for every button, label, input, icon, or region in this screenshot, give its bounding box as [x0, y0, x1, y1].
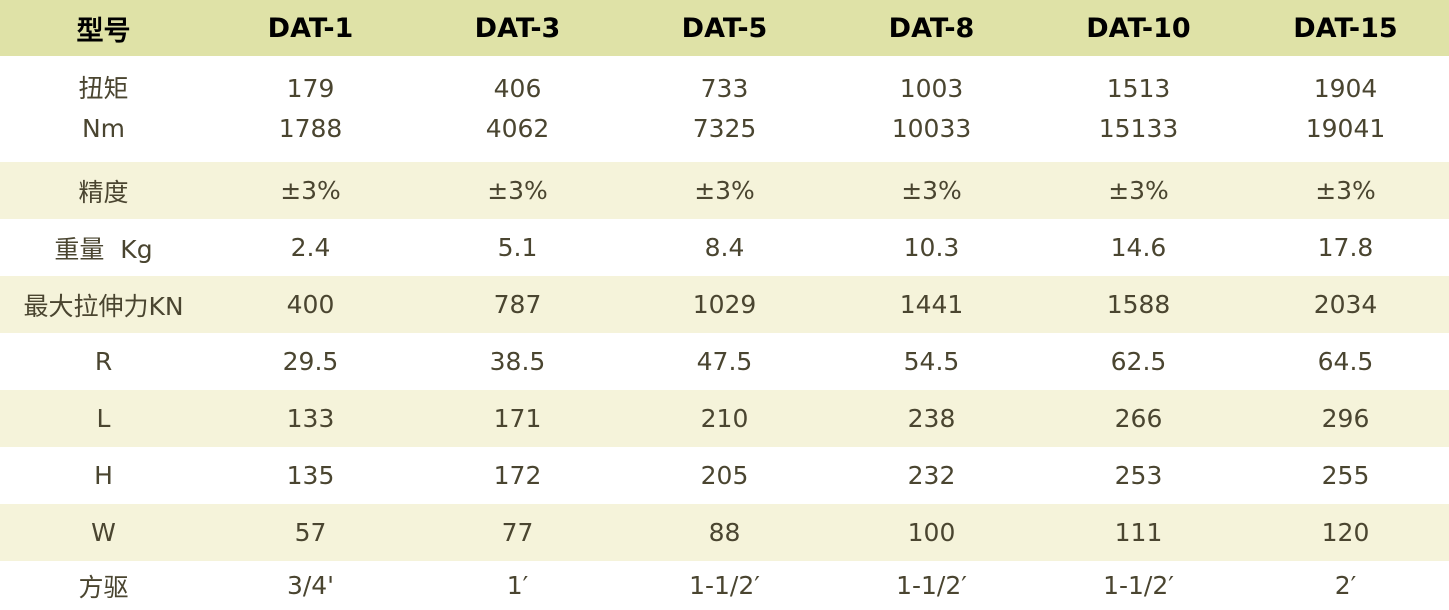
table-cell: 210 — [621, 390, 828, 447]
table-cell: 205 — [700, 461, 749, 490]
table-cell: 88 — [621, 504, 828, 561]
table-cell: 1-1/2′ — [689, 571, 760, 600]
torque-cell: 179 1788 — [207, 56, 414, 162]
table-cell: 787 — [414, 276, 621, 333]
torque-min: 179 — [286, 74, 335, 103]
table-cell: 64.5 — [1317, 347, 1374, 376]
torque-max: 7325 — [692, 114, 757, 143]
table-cell: 77 — [414, 504, 621, 561]
torque-min: 1904 — [1313, 74, 1378, 103]
torque-cell: 1904 19041 — [1242, 56, 1449, 162]
torque-max: 15133 — [1098, 114, 1179, 143]
table-row: W 57 77 88 100 111 120 — [0, 504, 1449, 561]
table-cell: 232 — [907, 461, 956, 490]
torque-cell: 1003 10033 — [828, 56, 1035, 162]
table-row: L 133 171 210 238 266 296 — [0, 390, 1449, 447]
torque-min: 1513 — [1106, 74, 1171, 103]
table-cell: 1029 — [621, 276, 828, 333]
table-cell: 238 — [828, 390, 1035, 447]
torque-label: 扭矩 — [78, 74, 129, 103]
table-row: 方驱 3/4' 1′ 1-1/2′ 1-1/2′ 1-1/2′ 2′ — [0, 561, 1449, 610]
table-cell: ±3% — [1035, 162, 1242, 219]
table-cell: 135 — [286, 461, 335, 490]
table-cell: ±3% — [1242, 162, 1449, 219]
table-cell: ±3% — [621, 162, 828, 219]
table-cell: 253 — [1114, 461, 1163, 490]
header-label: 型号 — [0, 0, 207, 56]
table-cell: 47.5 — [696, 347, 753, 376]
table-cell: 266 — [1035, 390, 1242, 447]
table-row: 重量 Kg 2.4 5.1 8.4 10.3 14.6 17.8 — [0, 219, 1449, 276]
row-label: L — [0, 390, 207, 447]
table-cell: 100 — [828, 504, 1035, 561]
torque-cell: 733 7325 — [621, 56, 828, 162]
table-row: R 29.5 38.5 47.5 54.5 62.5 64.5 — [0, 333, 1449, 390]
torque-max: 4062 — [485, 114, 550, 143]
table-cell: 111 — [1035, 504, 1242, 561]
table-row: H 135 172 205 232 253 255 — [0, 447, 1449, 504]
table-cell: 5.1 — [497, 233, 538, 262]
table-cell: ±3% — [414, 162, 621, 219]
model-header: DAT-5 — [621, 0, 828, 56]
torque-min: 733 — [700, 74, 749, 103]
table-cell: 1441 — [828, 276, 1035, 333]
header-row: 型号 DAT-1 DAT-3 DAT-5 DAT-8 DAT-10 DAT-15 — [0, 0, 1449, 56]
table-cell: 133 — [207, 390, 414, 447]
table-cell: 255 — [1321, 461, 1370, 490]
torque-max: 1788 — [278, 114, 343, 143]
table-cell: 2′ — [1334, 571, 1357, 600]
row-label: R — [94, 347, 113, 376]
model-header: DAT-8 — [828, 0, 1035, 56]
torque-min: 1003 — [899, 74, 964, 103]
table-cell: 54.5 — [903, 347, 960, 376]
table-cell: 8.4 — [704, 233, 745, 262]
torque-max: 10033 — [891, 114, 972, 143]
row-label: W — [0, 504, 207, 561]
table-cell: ±3% — [828, 162, 1035, 219]
table-cell: 296 — [1242, 390, 1449, 447]
torque-cell: 1513 15133 — [1035, 56, 1242, 162]
model-header: DAT-15 — [1242, 0, 1449, 56]
table-cell: 120 — [1242, 504, 1449, 561]
model-header: DAT-1 — [207, 0, 414, 56]
table-cell: 1-1/2′ — [1103, 571, 1174, 600]
torque-cell: 406 4062 — [414, 56, 621, 162]
table-cell: 62.5 — [1110, 347, 1167, 376]
table-cell: 57 — [207, 504, 414, 561]
table-cell: 171 — [414, 390, 621, 447]
table-cell: 38.5 — [489, 347, 546, 376]
row-label: 方驱 — [78, 572, 129, 602]
table-cell: 10.3 — [903, 233, 960, 262]
table-cell: 14.6 — [1110, 233, 1167, 262]
row-label: H — [94, 461, 113, 490]
model-header: DAT-10 — [1035, 0, 1242, 56]
model-header: DAT-3 — [414, 0, 621, 56]
table-cell: 172 — [493, 461, 542, 490]
table-cell: 2034 — [1242, 276, 1449, 333]
table-cell: 2.4 — [290, 233, 331, 262]
row-label: 重量 Kg — [54, 234, 153, 264]
table-cell: 1-1/2′ — [896, 571, 967, 600]
row-label: 精度 — [0, 162, 207, 219]
row-label: 最大拉伸力KN — [0, 276, 207, 333]
row-label: 扭矩 Nm — [0, 56, 207, 162]
torque-max: 19041 — [1305, 114, 1386, 143]
table-cell: 400 — [207, 276, 414, 333]
table-cell: ±3% — [207, 162, 414, 219]
table-cell: 1588 — [1035, 276, 1242, 333]
table-cell: 3/4' — [286, 571, 335, 600]
table-cell: 1′ — [506, 571, 529, 600]
table-row: 最大拉伸力KN 400 787 1029 1441 1588 2034 — [0, 276, 1449, 333]
torque-row: 扭矩 Nm 179 1788 406 4062 733 7325 1003 10033 1513 1… — [0, 56, 1449, 162]
torque-unit: Nm — [81, 114, 126, 143]
torque-min: 406 — [493, 74, 542, 103]
table-cell: 17.8 — [1317, 233, 1374, 262]
table-cell: 29.5 — [282, 347, 339, 376]
table-row: 精度 ±3% ±3% ±3% ±3% ±3% ±3% — [0, 162, 1449, 219]
